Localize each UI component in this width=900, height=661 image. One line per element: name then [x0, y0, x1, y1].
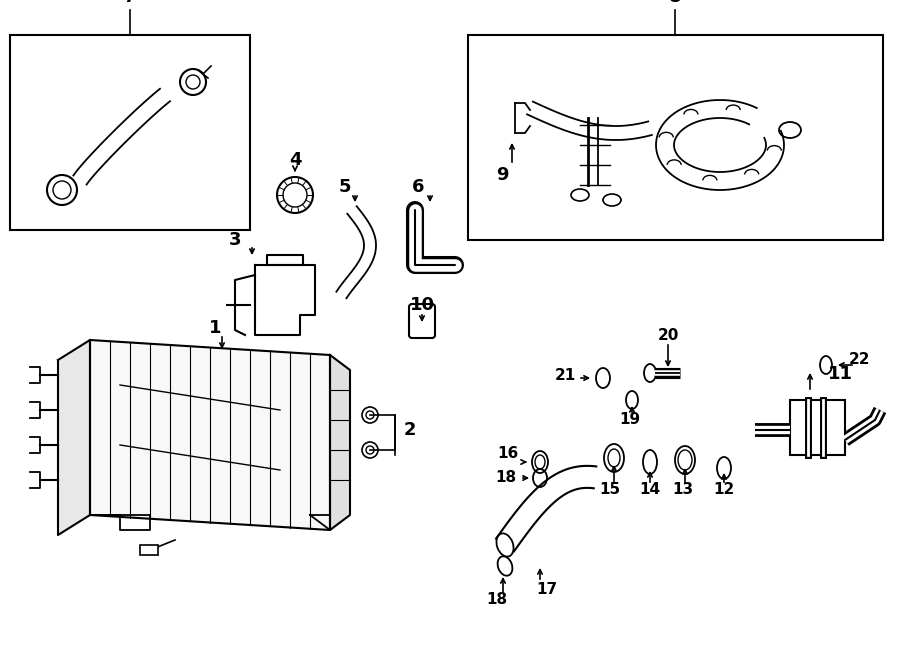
Text: 2: 2	[404, 421, 416, 439]
Bar	[468, 35, 883, 240]
Text: 5: 5	[338, 178, 351, 196]
Polygon shape	[330, 355, 350, 530]
Text: 18: 18	[486, 592, 508, 607]
Text: 4: 4	[289, 151, 302, 169]
Text: 19: 19	[619, 412, 641, 428]
Text: 10: 10	[410, 296, 435, 314]
Text: 17: 17	[536, 582, 558, 598]
Text: 14: 14	[639, 483, 661, 498]
Polygon shape	[58, 340, 90, 535]
Text: 20: 20	[657, 327, 679, 342]
Bar	[790, 400, 845, 455]
Text: 9: 9	[496, 166, 508, 184]
Text: 12: 12	[714, 483, 734, 498]
Text: 6: 6	[412, 178, 424, 196]
Text: 7: 7	[124, 0, 136, 6]
Text: 8: 8	[669, 0, 681, 6]
Bar	[140, 545, 158, 555]
Text: 18: 18	[495, 471, 517, 485]
Text: 11: 11	[827, 365, 852, 383]
Bar	[10, 35, 250, 230]
Text: 13: 13	[672, 483, 694, 498]
FancyBboxPatch shape	[409, 304, 435, 338]
Text: 21: 21	[554, 368, 576, 383]
Text: 16: 16	[498, 446, 518, 461]
Text: 3: 3	[229, 231, 241, 249]
Text: 1: 1	[209, 319, 221, 337]
Polygon shape	[90, 340, 330, 530]
Text: 22: 22	[850, 352, 871, 368]
Text: 15: 15	[599, 483, 621, 498]
